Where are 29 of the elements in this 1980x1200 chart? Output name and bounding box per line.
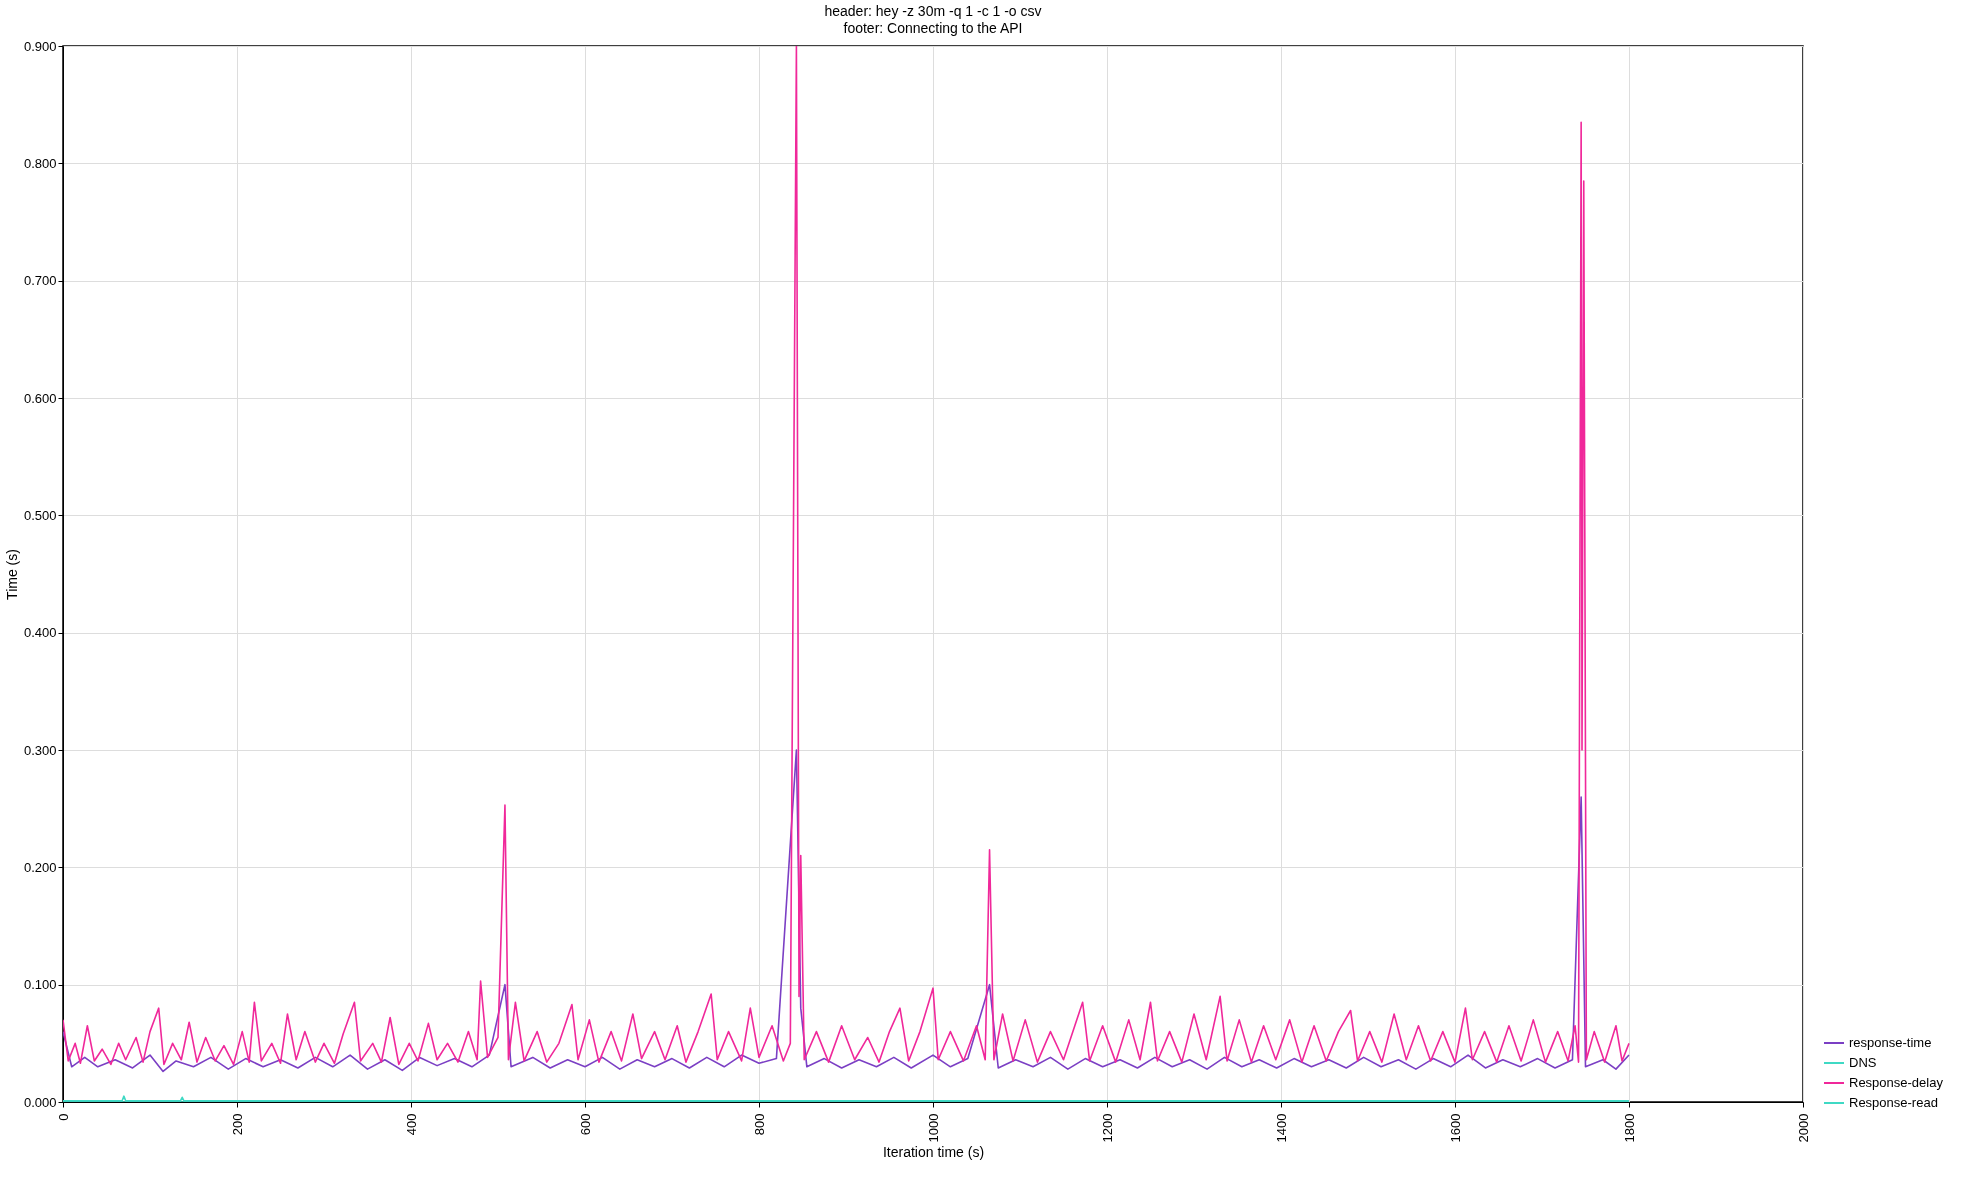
- chart-title: header: hey -z 30m -q 1 -c 1 -o csv: [824, 3, 1042, 19]
- y-tick-label: 0.300: [23, 742, 57, 758]
- x-tick-label: 600: [577, 1113, 593, 1136]
- legend-label: Response-delay: [1849, 1075, 1944, 1090]
- y-tick-label: 0.200: [23, 859, 57, 875]
- x-tick-label: 1600: [1447, 1113, 1463, 1143]
- x-tick-label: 200: [229, 1113, 245, 1136]
- x-tick-label: 0: [55, 1113, 71, 1121]
- y-tick-label: 0.900: [23, 38, 57, 54]
- y-tick-label: 0.700: [23, 273, 57, 289]
- legend-label: Response-read: [1849, 1095, 1938, 1110]
- y-axis-title: Time (s): [3, 549, 20, 600]
- y-tick-label: 0.600: [23, 390, 57, 406]
- y-tick-label: 0.800: [23, 155, 57, 171]
- legend-label: DNS: [1849, 1055, 1877, 1070]
- x-tick-label: 1800: [1621, 1113, 1637, 1143]
- chart-subtitle: footer: Connecting to the API: [843, 20, 1023, 36]
- x-axis-title: Iteration time (s): [882, 1144, 985, 1161]
- y-tick-label: 0.400: [23, 625, 57, 641]
- x-tick-label: 800: [751, 1113, 767, 1136]
- x-tick-label: 2000: [1795, 1113, 1811, 1143]
- y-tick-label: 0.500: [23, 507, 57, 523]
- legend-label: response-time: [1849, 1035, 1932, 1050]
- y-tick-label: 0.100: [23, 977, 57, 993]
- x-tick-label: 1000: [925, 1113, 941, 1143]
- x-tick-label: 400: [403, 1113, 419, 1136]
- y-tick-label: 0.000: [23, 1094, 57, 1110]
- x-tick-label: 1400: [1273, 1113, 1289, 1143]
- x-tick-label: 1200: [1099, 1113, 1115, 1143]
